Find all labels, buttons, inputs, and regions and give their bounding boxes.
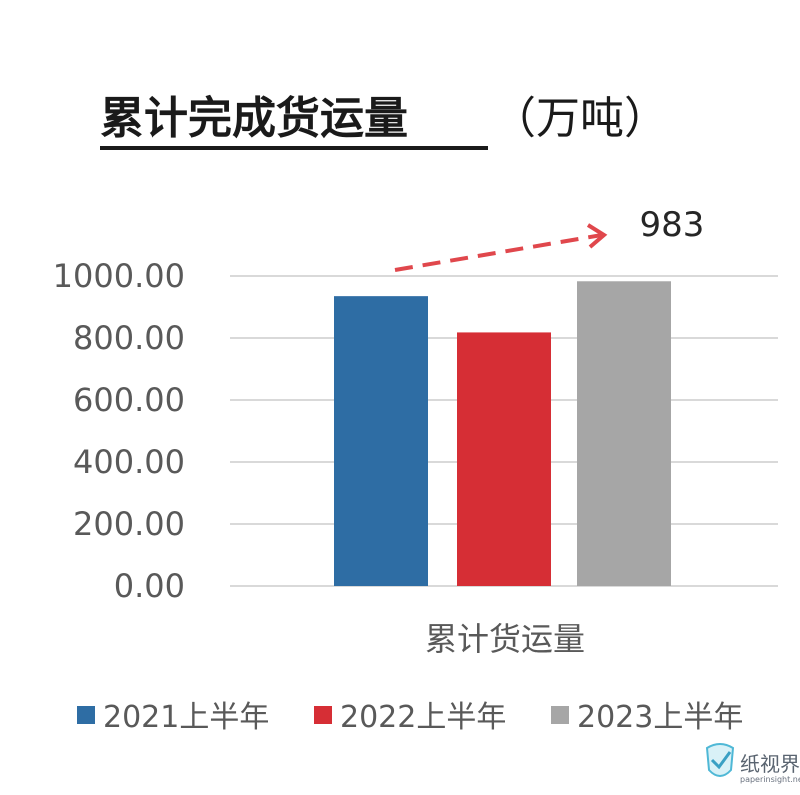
bars — [334, 281, 671, 586]
watermark-en: paperinsight.net — [740, 775, 800, 784]
y-tick-label: 800.00 — [73, 319, 185, 357]
bar-2021上半年 — [334, 296, 428, 586]
legend-label: 2022上半年 — [340, 700, 506, 735]
legend-label: 2023上半年 — [577, 700, 743, 735]
chart-title: 累计完成货运量 — [100, 93, 408, 144]
watermark: 纸视界 paperinsight.net — [705, 743, 800, 784]
y-tick-label: 1000.00 — [53, 257, 185, 295]
y-tick-label: 400.00 — [73, 443, 185, 481]
legend-swatch — [77, 706, 95, 724]
bar-2022上半年 — [457, 332, 551, 586]
trend-arrow — [394, 223, 608, 272]
legend-swatch — [551, 706, 569, 724]
check-shield-icon — [705, 743, 735, 777]
legend-label: 2021上半年 — [103, 700, 269, 735]
legend: 2021上半年 2022上半年 2023上半年 — [77, 700, 743, 735]
y-tick-label: 600.00 — [73, 381, 185, 419]
chart-title-unit: （万吨） — [492, 93, 668, 144]
bar-2023上半年 — [577, 281, 671, 586]
y-tick-label: 0.00 — [114, 567, 185, 605]
y-axis-ticks: 0.00 200.00 400.00 600.00 800.00 1000.00 — [53, 257, 185, 605]
annotation-value: 983 — [640, 205, 705, 245]
legend-swatch — [314, 706, 332, 724]
watermark-cn: 纸视界 — [740, 752, 800, 776]
y-tick-label: 200.00 — [73, 505, 185, 543]
x-category-label: 累计货运量 — [425, 620, 585, 658]
